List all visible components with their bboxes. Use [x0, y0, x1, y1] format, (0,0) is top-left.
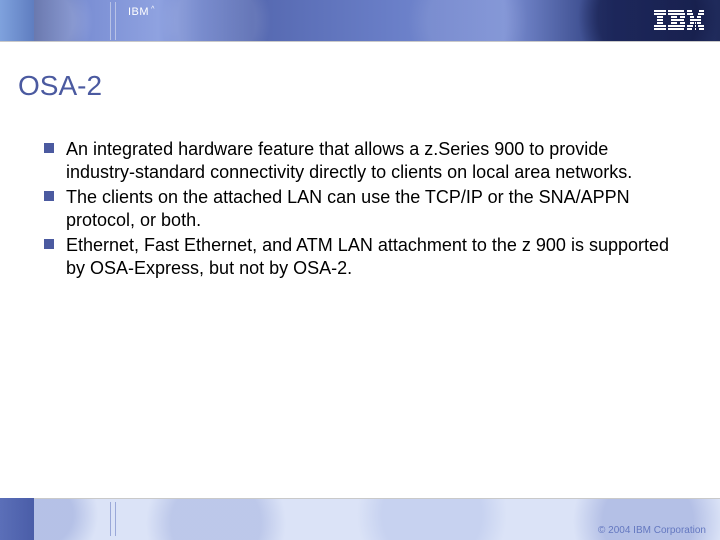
separator-line [115, 502, 116, 536]
bullet-item: Ethernet, Fast Ethernet, and ATM LAN att… [44, 234, 672, 280]
bullet-text: Ethernet, Fast Ethernet, and ATM LAN att… [66, 235, 669, 278]
slide-content: OSA-2 An integrated hardware feature tha… [0, 42, 720, 498]
separator-line [115, 2, 116, 40]
separator-line [110, 2, 111, 40]
header-left-accent [0, 0, 34, 42]
slide-title: OSA-2 [18, 70, 102, 102]
header-brand-text: IBM [128, 6, 149, 18]
slide: IBM^ [0, 0, 720, 540]
header-band: IBM^ [0, 0, 720, 42]
ibm-logo-icon [654, 10, 704, 35]
bullet-item: The clients on the attached LAN can use … [44, 186, 672, 232]
separator-line [110, 502, 111, 536]
header-brand-label: IBM^ [128, 6, 155, 18]
footer-left-accent [0, 498, 34, 540]
bullet-item: An integrated hardware feature that allo… [44, 138, 672, 184]
bullet-list: An integrated hardware feature that allo… [44, 138, 672, 282]
footer-band: © 2004 IBM Corporation [0, 498, 720, 540]
footer-top-rule [0, 498, 720, 499]
footer-separator [110, 498, 132, 540]
header-brand-sup: ^ [151, 6, 155, 13]
bullet-square-icon [44, 191, 54, 201]
bullet-text: The clients on the attached LAN can use … [66, 187, 630, 230]
bullet-square-icon [44, 143, 54, 153]
bullet-text: An integrated hardware feature that allo… [66, 139, 632, 182]
copyright-text: © 2004 IBM Corporation [598, 525, 706, 536]
bullet-square-icon [44, 239, 54, 249]
